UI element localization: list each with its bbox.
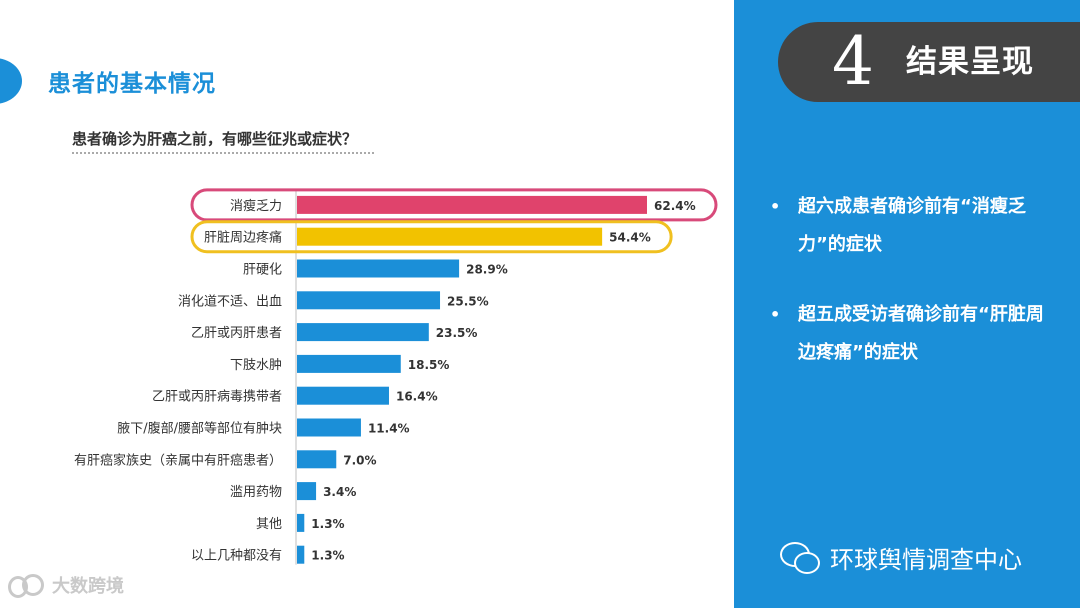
category-label: 乙肝或丙肝病毒携带者 — [152, 389, 282, 405]
bullet-dot: • — [770, 197, 781, 216]
bar — [297, 513, 305, 532]
watermark-text: 大数跨境 — [52, 576, 124, 597]
bar — [297, 386, 389, 405]
category-label: 消化道不适、出血 — [178, 294, 282, 309]
bar — [297, 323, 429, 342]
section-title: 结果呈现 — [906, 44, 1034, 80]
data-label: 18.5% — [408, 358, 450, 372]
category-label: 肝硬化 — [243, 263, 282, 278]
data-label: 11.4% — [368, 422, 410, 436]
category-label: 肝脏周边疼痛 — [204, 230, 282, 246]
data-label: 62.4% — [654, 199, 696, 213]
section-badge — [778, 22, 1080, 102]
wechat-icon — [780, 541, 820, 574]
data-label: 1.3% — [311, 549, 344, 563]
question-underline — [72, 150, 374, 154]
category-label: 滥用药物 — [230, 485, 282, 500]
bullet-item: • 超六成患者确诊前有“消瘦乏力”的症状 — [770, 188, 1060, 264]
bar — [297, 418, 361, 437]
data-label: 1.3% — [311, 517, 344, 531]
bar — [297, 227, 603, 246]
bar — [297, 545, 305, 564]
data-label: 16.4% — [396, 390, 438, 404]
bar-chart: 消瘦乏力 62.4% 肝脏周边疼痛 54.4% 肝硬化 28.9% 消化道不适、出血 25.5… — [74, 188, 718, 565]
category-label: 消瘦乏力 — [230, 198, 282, 214]
bullet-text: 超六成患者确诊前有“消瘦乏力”的症状 — [798, 196, 1026, 255]
data-label: 3.4% — [323, 485, 356, 499]
category-label: 有肝癌家族史（亲属中有肝癌患者） — [74, 452, 282, 468]
data-label: 54.4% — [609, 231, 651, 245]
section-number: 4 — [832, 23, 874, 100]
data-label: 28.9% — [466, 263, 508, 277]
category-label: 下肢水肿 — [230, 357, 282, 373]
bullet-item: • 超五成受访者确诊前有“肝脏周边疼痛”的症状 — [770, 296, 1060, 372]
category-label: 其他 — [256, 517, 282, 532]
watermark: 大数跨境 — [8, 572, 124, 598]
category-label: 腋下/腹部/腰部等部位有肿块 — [117, 421, 282, 437]
page-title: 患者的基本情况 — [48, 71, 216, 97]
highlight-outline — [190, 188, 718, 222]
bar — [297, 259, 460, 278]
bar — [297, 195, 647, 214]
category-label: 以上几种都没有 — [191, 549, 282, 564]
bullet-text: 超五成受访者确诊前有“肝脏周边疼痛”的症状 — [798, 304, 1044, 363]
footer-brand-text: 环球舆情调查中心 — [830, 546, 1022, 574]
data-label: 25.5% — [447, 294, 489, 308]
decorative-dot — [0, 58, 22, 104]
question-title: 患者确诊为肝癌之前，有哪些征兆或症状？ — [72, 130, 358, 148]
watermark-logo-icon — [8, 572, 44, 598]
category-label: 乙肝或丙肝患者 — [191, 326, 282, 341]
data-label: 23.5% — [436, 326, 478, 340]
bullet-dot: • — [770, 305, 781, 324]
data-label: 7.0% — [343, 453, 376, 467]
bar — [297, 291, 441, 310]
highlight-outline — [190, 220, 673, 254]
bar — [297, 354, 401, 373]
footer-brand: 环球舆情调查中心 — [780, 540, 1022, 575]
bar — [297, 450, 337, 469]
bar — [297, 482, 317, 501]
